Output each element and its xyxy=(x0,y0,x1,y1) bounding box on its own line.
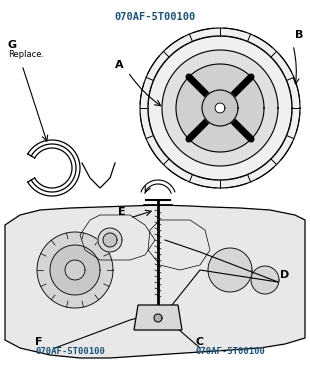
Polygon shape xyxy=(251,266,279,294)
Polygon shape xyxy=(65,260,85,280)
Polygon shape xyxy=(154,314,162,322)
Text: F: F xyxy=(35,337,42,347)
Polygon shape xyxy=(37,232,113,308)
Text: Replace.: Replace. xyxy=(8,50,44,59)
Text: C: C xyxy=(195,337,203,347)
Polygon shape xyxy=(140,28,300,188)
Text: 070AF-5T00100: 070AF-5T00100 xyxy=(195,347,265,356)
Polygon shape xyxy=(202,90,238,126)
Polygon shape xyxy=(50,245,100,295)
Text: A: A xyxy=(115,60,124,70)
Text: G: G xyxy=(8,40,17,50)
Polygon shape xyxy=(176,64,264,152)
Polygon shape xyxy=(98,228,122,252)
Text: D: D xyxy=(280,270,289,280)
Polygon shape xyxy=(134,305,182,330)
Text: 070AF-5T00100: 070AF-5T00100 xyxy=(114,12,196,22)
Text: B: B xyxy=(295,30,303,40)
Polygon shape xyxy=(103,233,117,247)
Polygon shape xyxy=(208,248,252,292)
Polygon shape xyxy=(215,103,225,113)
Polygon shape xyxy=(162,50,278,166)
Text: 070AF-5T00100: 070AF-5T00100 xyxy=(35,347,105,356)
Polygon shape xyxy=(5,205,305,358)
Text: E: E xyxy=(118,207,126,217)
